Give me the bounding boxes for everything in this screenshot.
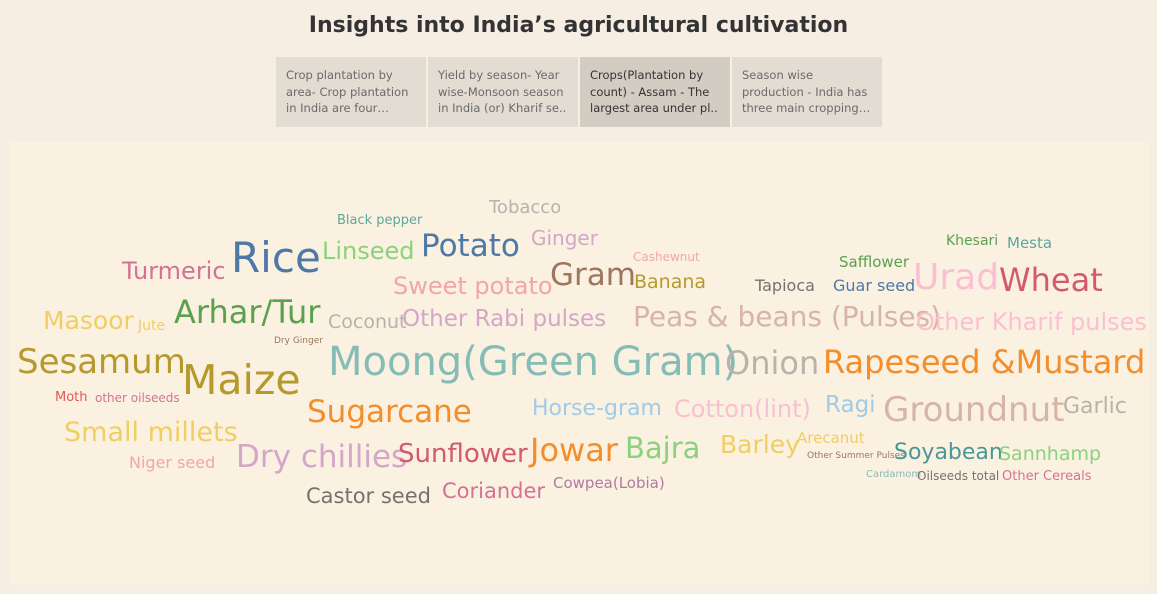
word-sunflower[interactable]: Sunflower <box>398 439 528 469</box>
word-jute[interactable]: Jute <box>138 318 166 334</box>
word-cowpea-lobia[interactable]: Cowpea(Lobia) <box>553 474 665 492</box>
word-soyabean[interactable]: Soyabean <box>894 440 1003 465</box>
word-moong-green-gram[interactable]: Moong(Green Gram) <box>328 339 739 385</box>
word-dry-ginger[interactable]: Dry Ginger <box>274 336 323 346</box>
word-masoor[interactable]: Masoor <box>43 306 134 335</box>
word-sesamum[interactable]: Sesamum <box>17 342 186 382</box>
word-sweet-potato[interactable]: Sweet potato <box>393 272 553 300</box>
word-bajra[interactable]: Bajra <box>625 431 701 465</box>
word-mesta[interactable]: Mesta <box>1007 234 1053 252</box>
word-dry-chillies[interactable]: Dry chillies <box>236 439 408 475</box>
word-peas-beans-pulses[interactable]: Peas & beans (Pulses) <box>633 300 942 333</box>
word-guar-seed[interactable]: Guar seed <box>833 276 916 295</box>
dashboard-title: Insights into India’s agricultural culti… <box>308 13 849 38</box>
word-oilseeds-total[interactable]: Oilseeds total <box>917 469 1000 483</box>
word-banana[interactable]: Banana <box>634 271 707 293</box>
word-urad[interactable]: Urad <box>913 257 1000 298</box>
word-arecanut[interactable]: Arecanut <box>797 429 865 447</box>
word-other-oilseeds[interactable]: other oilseeds <box>95 391 180 405</box>
story-point-crops-count[interactable]: Crops(Plantation by count) - Assam - The… <box>580 57 730 127</box>
story-point-yield-season[interactable]: Yield by season- Year wise-Monsoon seaso… <box>428 57 578 127</box>
word-garlic[interactable]: Garlic <box>1063 394 1127 419</box>
word-moth[interactable]: Moth <box>55 390 88 405</box>
word-rapeseed-mustard[interactable]: Rapeseed &Mustard <box>823 343 1146 381</box>
word-other-summer-pulses[interactable]: Other Summer Pulses <box>807 451 905 461</box>
word-horse-gram[interactable]: Horse-gram <box>532 396 662 421</box>
story-point-label: Crop plantation by area- Crop plantation… <box>286 68 409 115</box>
word-small-millets[interactable]: Small millets <box>64 417 238 448</box>
word-coriander[interactable]: Coriander <box>442 479 546 503</box>
word-black-pepper[interactable]: Black pepper <box>337 213 423 228</box>
word-wheat[interactable]: Wheat <box>999 261 1103 299</box>
word-turmeric[interactable]: Turmeric <box>122 257 226 285</box>
story-point-season-production[interactable]: Season wise production - India has three… <box>732 57 882 127</box>
story-point-label: Yield by season- Year wise-Monsoon seaso… <box>438 68 567 115</box>
word-potato[interactable]: Potato <box>421 228 520 264</box>
word-onion[interactable]: Onion <box>725 344 820 382</box>
word-cotton-lint[interactable]: Cotton(lint) <box>674 395 811 423</box>
word-cashewnut[interactable]: Cashewnut <box>633 250 700 264</box>
word-khesari[interactable]: Khesari <box>946 233 999 249</box>
word-jowar[interactable]: Jowar <box>530 431 618 469</box>
word-arhar-tur[interactable]: Arhar/Tur <box>174 293 321 331</box>
word-safflower[interactable]: Safflower <box>839 253 910 271</box>
word-linseed[interactable]: Linseed <box>322 237 415 265</box>
word-niger-seed[interactable]: Niger seed <box>129 453 216 472</box>
word-groundnut[interactable]: Groundnut <box>883 390 1065 430</box>
word-ragi[interactable]: Ragi <box>825 392 876 418</box>
word-other-kharif-pulses[interactable]: Other Kharif pulses <box>916 308 1147 336</box>
word-rice[interactable]: Rice <box>231 233 321 282</box>
word-barley[interactable]: Barley <box>720 430 800 459</box>
word-ginger[interactable]: Ginger <box>531 226 598 250</box>
story-navigator: Crop plantation by area- Crop plantation… <box>276 57 882 127</box>
word-other-rabi-pulses[interactable]: Other Rabi pulses <box>402 306 607 332</box>
word-gram[interactable]: Gram <box>550 257 636 293</box>
word-tapioca[interactable]: Tapioca <box>755 276 815 295</box>
story-point-label: Season wise production - India has three… <box>742 68 868 115</box>
word-coconut[interactable]: Coconut <box>328 311 407 333</box>
word-sannhamp[interactable]: Sannhamp <box>999 443 1102 465</box>
word-tobacco[interactable]: Tobacco <box>489 197 562 218</box>
story-point-label: Crops(Plantation by count) - Assam - The… <box>590 68 718 115</box>
word-maize[interactable]: Maize <box>182 356 301 404</box>
word-cloud-panel: Tobacco Black pepper Ginger Rice Linseed Pota… <box>10 142 1149 585</box>
story-point-crop-area[interactable]: Crop plantation by area- Crop plantation… <box>276 57 426 127</box>
word-castor-seed[interactable]: Castor seed <box>306 484 431 508</box>
word-sugarcane[interactable]: Sugarcane <box>307 394 472 430</box>
word-other-cereals[interactable]: Other Cereals <box>1002 469 1092 484</box>
word-cardamom[interactable]: Cardamom <box>866 469 922 480</box>
